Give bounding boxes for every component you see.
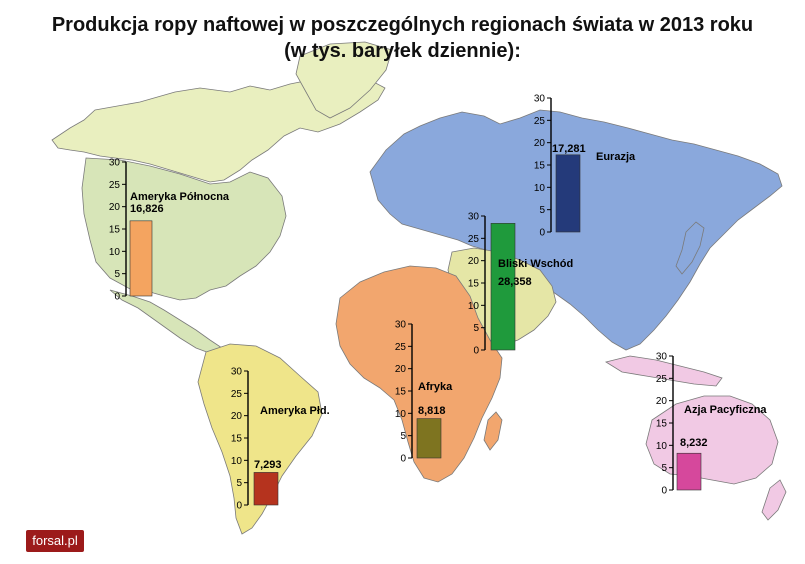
- y-tick-label-region-1: 25: [231, 389, 243, 400]
- y-tick-label-region-5: 10: [656, 441, 668, 452]
- y-tick-label-region-1: 0: [236, 501, 242, 512]
- y-tick-label-region-3: 30: [468, 212, 480, 223]
- y-tick-label-region-3: 15: [468, 279, 480, 290]
- map-south-america: [197, 343, 323, 535]
- y-tick-label-region-5: 20: [656, 396, 668, 407]
- y-tick-label-region-1: 15: [231, 434, 243, 445]
- bar-chart-region-3: 0 5 10 15 20 25 30 Bliski Wschód 28,358: [468, 212, 573, 357]
- category-label-region-1: Ameryka Płd.: [260, 405, 330, 417]
- y-tick-label-region-1: 20: [231, 411, 243, 422]
- y-tick-label-region-5: 30: [656, 352, 668, 363]
- bar-region-1: [253, 472, 279, 506]
- y-tick-label-region-4: 30: [395, 320, 407, 331]
- y-tick-label-region-3: 10: [468, 301, 480, 312]
- y-tick-label-region-2: 30: [534, 94, 546, 105]
- value-label-region-0: 16,826: [130, 203, 164, 215]
- y-tick-label-region-2: 5: [539, 205, 545, 216]
- y-tick-label-region-4: 25: [395, 342, 407, 353]
- category-label-region-2: Eurazja: [596, 151, 636, 163]
- bar-chart-region-5: 0 5 10 15 20 25 30 Azja Pacyficzna 8,232: [656, 352, 768, 497]
- category-label-region-4: Afryka: [418, 381, 453, 393]
- bar-chart-region-1: 0 5 10 15 20 25 30 Ameryka Płd. 7,293: [231, 367, 330, 512]
- y-tick-label-region-4: 10: [395, 409, 407, 420]
- y-tick-label-region-3: 5: [473, 323, 479, 334]
- bar-region-0: [129, 220, 153, 297]
- value-label-region-3: 28,358: [498, 276, 532, 288]
- y-tick-label-region-2: 25: [534, 116, 546, 127]
- y-tick-label-region-0: 10: [109, 247, 121, 258]
- bar-region-4: [416, 418, 442, 459]
- value-label-region-4: 8,818: [418, 405, 446, 417]
- map-greenland: [295, 41, 393, 119]
- y-tick-label-region-4: 0: [400, 454, 406, 465]
- y-tick-label-region-1: 10: [231, 456, 243, 467]
- value-label-region-2: 17,281: [552, 143, 586, 155]
- map-new-zealand: [761, 479, 787, 521]
- y-tick-label-region-1: 5: [236, 478, 242, 489]
- y-tick-label-region-0: 5: [114, 269, 120, 280]
- value-label-region-5: 8,232: [680, 437, 708, 449]
- y-tick-label-region-2: 15: [534, 161, 546, 172]
- bar-chart-region-4: 0 5 10 15 20 25 30 Afryka 8,818: [395, 320, 453, 465]
- category-label-region-5: Azja Pacyficzna: [684, 404, 767, 416]
- map-central-america: [109, 289, 233, 359]
- bar-region-3: [490, 223, 516, 351]
- y-tick-label-region-0: 30: [109, 158, 121, 169]
- y-tick-label-region-4: 15: [395, 387, 407, 398]
- y-tick-label-region-3: 0: [473, 346, 479, 357]
- y-tick-label-region-5: 15: [656, 419, 668, 430]
- map-indonesia: [604, 355, 723, 387]
- map-north-america-north: [51, 77, 386, 183]
- map-japan: [675, 221, 705, 275]
- map-africa: [335, 265, 503, 483]
- y-tick-label-region-1: 30: [231, 367, 243, 378]
- bar-chart-region-2: 0 5 10 15 20 25 30 Eurazja 17,281: [534, 94, 636, 239]
- chart-title: Produkcja ropy naftowej w poszczególnych…: [51, 14, 754, 36]
- y-tick-label-region-3: 20: [468, 256, 480, 267]
- bar-region-2: [555, 154, 581, 233]
- y-tick-label-region-5: 5: [661, 463, 667, 474]
- y-tick-label-region-3: 25: [468, 234, 480, 245]
- bar-region-5: [676, 452, 702, 491]
- y-tick-label-region-4: 20: [395, 364, 407, 375]
- y-tick-label-region-5: 25: [656, 374, 668, 385]
- y-tick-label-region-5: 0: [661, 486, 667, 497]
- y-tick-label-region-0: 20: [109, 202, 121, 213]
- y-tick-label-region-0: 15: [109, 225, 121, 236]
- category-label-region-3: Bliski Wschód: [498, 258, 573, 270]
- chart-subtitle: (w tys. baryłek dziennie):: [284, 40, 521, 62]
- map-madagascar: [483, 411, 503, 451]
- y-tick-label-region-0: 0: [114, 292, 120, 303]
- y-tick-label-region-2: 20: [534, 138, 546, 149]
- y-tick-label-region-2: 10: [534, 183, 546, 194]
- value-label-region-1: 7,293: [254, 459, 282, 471]
- y-tick-label-region-0: 25: [109, 180, 121, 191]
- forsal-logo: forsal.pl: [26, 530, 84, 552]
- y-tick-label-region-4: 5: [400, 431, 406, 442]
- y-tick-label-region-2: 0: [539, 228, 545, 239]
- category-label-region-0: Ameryka Północna: [130, 191, 230, 203]
